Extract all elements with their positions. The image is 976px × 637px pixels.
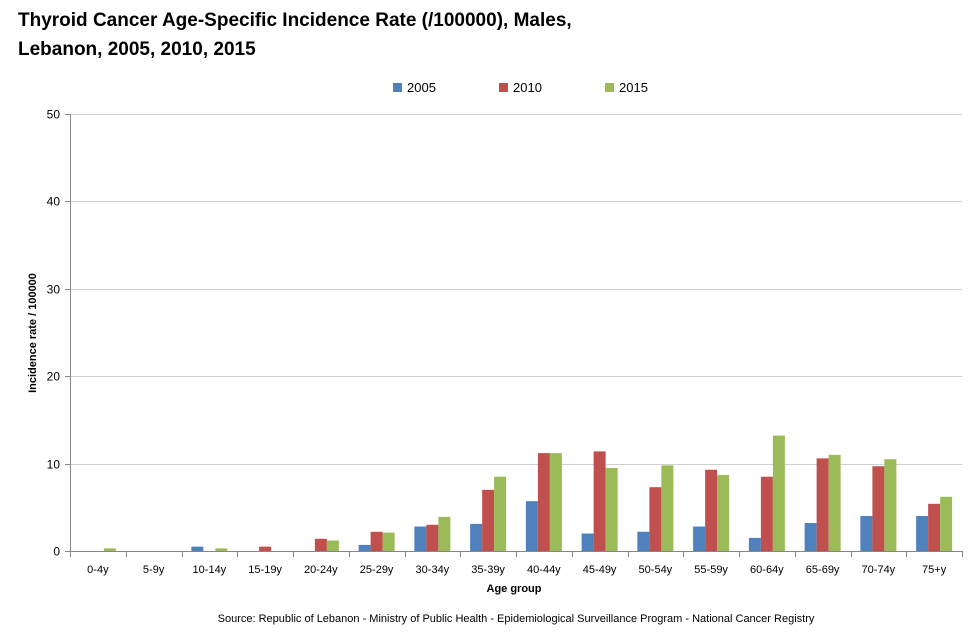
chart-title-line-1: Thyroid Cancer Age-Specific Incidence Ra… xyxy=(18,10,572,31)
bar-2010-45-49y xyxy=(593,451,606,551)
y-tick-label: 50 xyxy=(47,108,61,122)
bar-2015-25-29y xyxy=(382,532,395,551)
legend-swatch-2005 xyxy=(393,83,402,92)
x-tick-label: 55-59y xyxy=(694,564,728,576)
bar-2010-30-34y xyxy=(426,524,439,551)
bar-2015-50-54y xyxy=(661,465,674,551)
bar-2005-40-44y xyxy=(525,501,538,551)
bar-2010-70-74y xyxy=(872,466,885,551)
bar-2010-55-59y xyxy=(705,469,718,551)
x-tick-label: 50-54y xyxy=(639,564,673,576)
bar-2010-40-44y xyxy=(537,453,550,551)
bar-2015-60-64y xyxy=(772,435,785,551)
legend-item-2010: 2010 xyxy=(499,80,542,96)
legend-swatch-2015 xyxy=(605,83,614,92)
x-tick-label: 70-74y xyxy=(862,564,896,576)
x-tick-label: 30-34y xyxy=(416,564,450,576)
legend-label-2015: 2015 xyxy=(619,80,648,95)
legend-swatch-2010 xyxy=(499,83,508,92)
x-tick-label: 0-4y xyxy=(87,564,109,576)
bar-2015-0-4y xyxy=(103,548,116,551)
bar-2010-25-29y xyxy=(370,531,383,551)
bar-2015-10-14y xyxy=(215,548,228,551)
bar-2015-35-39y xyxy=(494,476,507,551)
bar-2005-45-49y xyxy=(581,533,594,551)
legend-label-2005: 2005 xyxy=(407,80,436,95)
bar-2005-65-69y xyxy=(804,523,817,551)
x-tick-label: 40-44y xyxy=(527,564,561,576)
y-tick-label: 30 xyxy=(47,283,61,297)
x-tick-label: 25-29y xyxy=(360,564,394,576)
bar-2005-75+y xyxy=(916,516,929,551)
bar-2010-75+y xyxy=(928,503,941,551)
bar-2015-65-69y xyxy=(828,454,841,551)
bar-2005-70-74y xyxy=(860,516,873,551)
x-tick-label: 35-39y xyxy=(471,564,505,576)
bar-2005-30-34y xyxy=(414,526,427,551)
bar-2010-65-69y xyxy=(816,458,829,551)
chart-title: Thyroid Cancer Age-Specific Incidence Ra… xyxy=(18,6,718,64)
y-tick-label: 20 xyxy=(47,370,61,384)
y-tick-label: 40 xyxy=(47,195,61,209)
bar-2015-40-44y xyxy=(549,453,562,551)
bar-2005-60-64y xyxy=(748,537,761,551)
y-axis-label: Incidence rate / 100000 xyxy=(27,273,39,393)
y-tick-label: 0 xyxy=(53,545,60,559)
bar-2005-10-14y xyxy=(191,546,204,551)
legend-label-2010: 2010 xyxy=(513,80,542,95)
bar-2010-15-19y xyxy=(259,546,272,551)
legend-item-2005: 2005 xyxy=(393,80,436,96)
source-note: Source: Republic of Lebanon - Ministry o… xyxy=(217,613,815,625)
bar-2005-25-29y xyxy=(358,544,371,551)
bar-2010-50-54y xyxy=(649,487,662,551)
bar-2015-75+y xyxy=(940,496,953,551)
bar-2015-70-74y xyxy=(884,459,897,551)
x-tick-label: 75+y xyxy=(922,564,947,576)
x-axis-label: Age group xyxy=(486,583,542,595)
bar-2005-35-39y xyxy=(470,523,483,551)
y-tick-label: 10 xyxy=(47,458,61,472)
bar-2015-55-59y xyxy=(717,474,730,551)
bar-2015-45-49y xyxy=(605,467,618,551)
bar-2005-55-59y xyxy=(693,526,706,551)
bar-2015-30-34y xyxy=(438,516,451,551)
x-tick-label: 60-64y xyxy=(750,564,784,576)
x-tick-label: 20-24y xyxy=(304,564,338,576)
legend: 2005 2010 2015 xyxy=(0,80,976,100)
x-tick-label: 45-49y xyxy=(583,564,617,576)
chart-title-line-2: Lebanon, 2005, 2010, 2015 xyxy=(18,39,256,60)
x-tick-label: 10-14y xyxy=(193,564,227,576)
bar-2010-35-39y xyxy=(482,489,495,551)
bar-2010-60-64y xyxy=(760,476,773,551)
x-tick-label: 65-69y xyxy=(806,564,840,576)
x-tick-label: 15-19y xyxy=(248,564,282,576)
x-tick-label: 5-9y xyxy=(143,564,165,576)
legend-item-2015: 2015 xyxy=(605,80,648,96)
bar-2005-50-54y xyxy=(637,531,650,551)
bar-2010-20-24y xyxy=(314,538,327,551)
bar-2015-20-24y xyxy=(326,540,339,551)
